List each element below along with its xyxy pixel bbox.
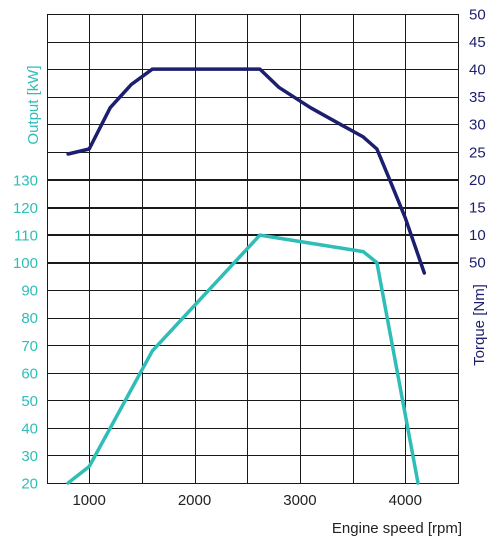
output-tick-label: 70: [21, 338, 38, 355]
output-tick-label: 110: [14, 228, 38, 245]
output-tick-label: 100: [13, 255, 38, 272]
torque-tick-label: 25: [469, 144, 486, 161]
torque-tick-label: 45: [469, 34, 486, 51]
grid: [46, 13, 460, 485]
output-series-line: [66, 233, 420, 485]
x-tick-label: 3000: [283, 492, 316, 509]
output-tick-label: 30: [21, 448, 38, 465]
torque-axis-title: Torque [Nm]: [471, 284, 487, 366]
output-tick-label: 80: [21, 310, 38, 327]
torque-series-line: [66, 67, 427, 275]
torque-tick-label: 50: [469, 7, 486, 24]
torque-tick-label: 10: [469, 227, 486, 244]
x-tick-label: 1000: [72, 492, 105, 509]
torque-tick-label: 20: [469, 172, 486, 189]
output-tick-label: 120: [13, 200, 38, 217]
output-tick-label: 130: [13, 173, 38, 190]
output-tick-label: 50: [21, 393, 38, 410]
x-axis-title: Engine speed [rpm]: [332, 520, 462, 537]
torque-tick-label: 40: [469, 62, 486, 79]
x-tick-label: 4000: [389, 492, 422, 509]
torque-tick-label: 35: [469, 89, 486, 106]
torque-axis-ticks: 50 10 15 20 25 30 35 40 45 50: [469, 7, 486, 272]
series-lines: [66, 67, 427, 485]
x-axis-ticks: 1000 2000 3000 4000: [72, 492, 422, 509]
output-axis-title: Output [kW]: [25, 65, 42, 144]
output-tick-label: 40: [21, 420, 38, 437]
output-tick-label: 20: [21, 476, 38, 493]
torque-tick-label: 30: [469, 117, 486, 134]
output-tick-label: 60: [21, 365, 38, 382]
output-tick-label: 90: [21, 283, 38, 300]
plot-frame: [46, 13, 460, 485]
torque-tick-label: 50: [469, 255, 486, 272]
torque-tick-label: 15: [469, 199, 486, 216]
output-axis-ticks: 20 30 40 50 60 70 80 90 100 110 120 130: [13, 173, 38, 493]
x-tick-label: 2000: [178, 492, 211, 509]
